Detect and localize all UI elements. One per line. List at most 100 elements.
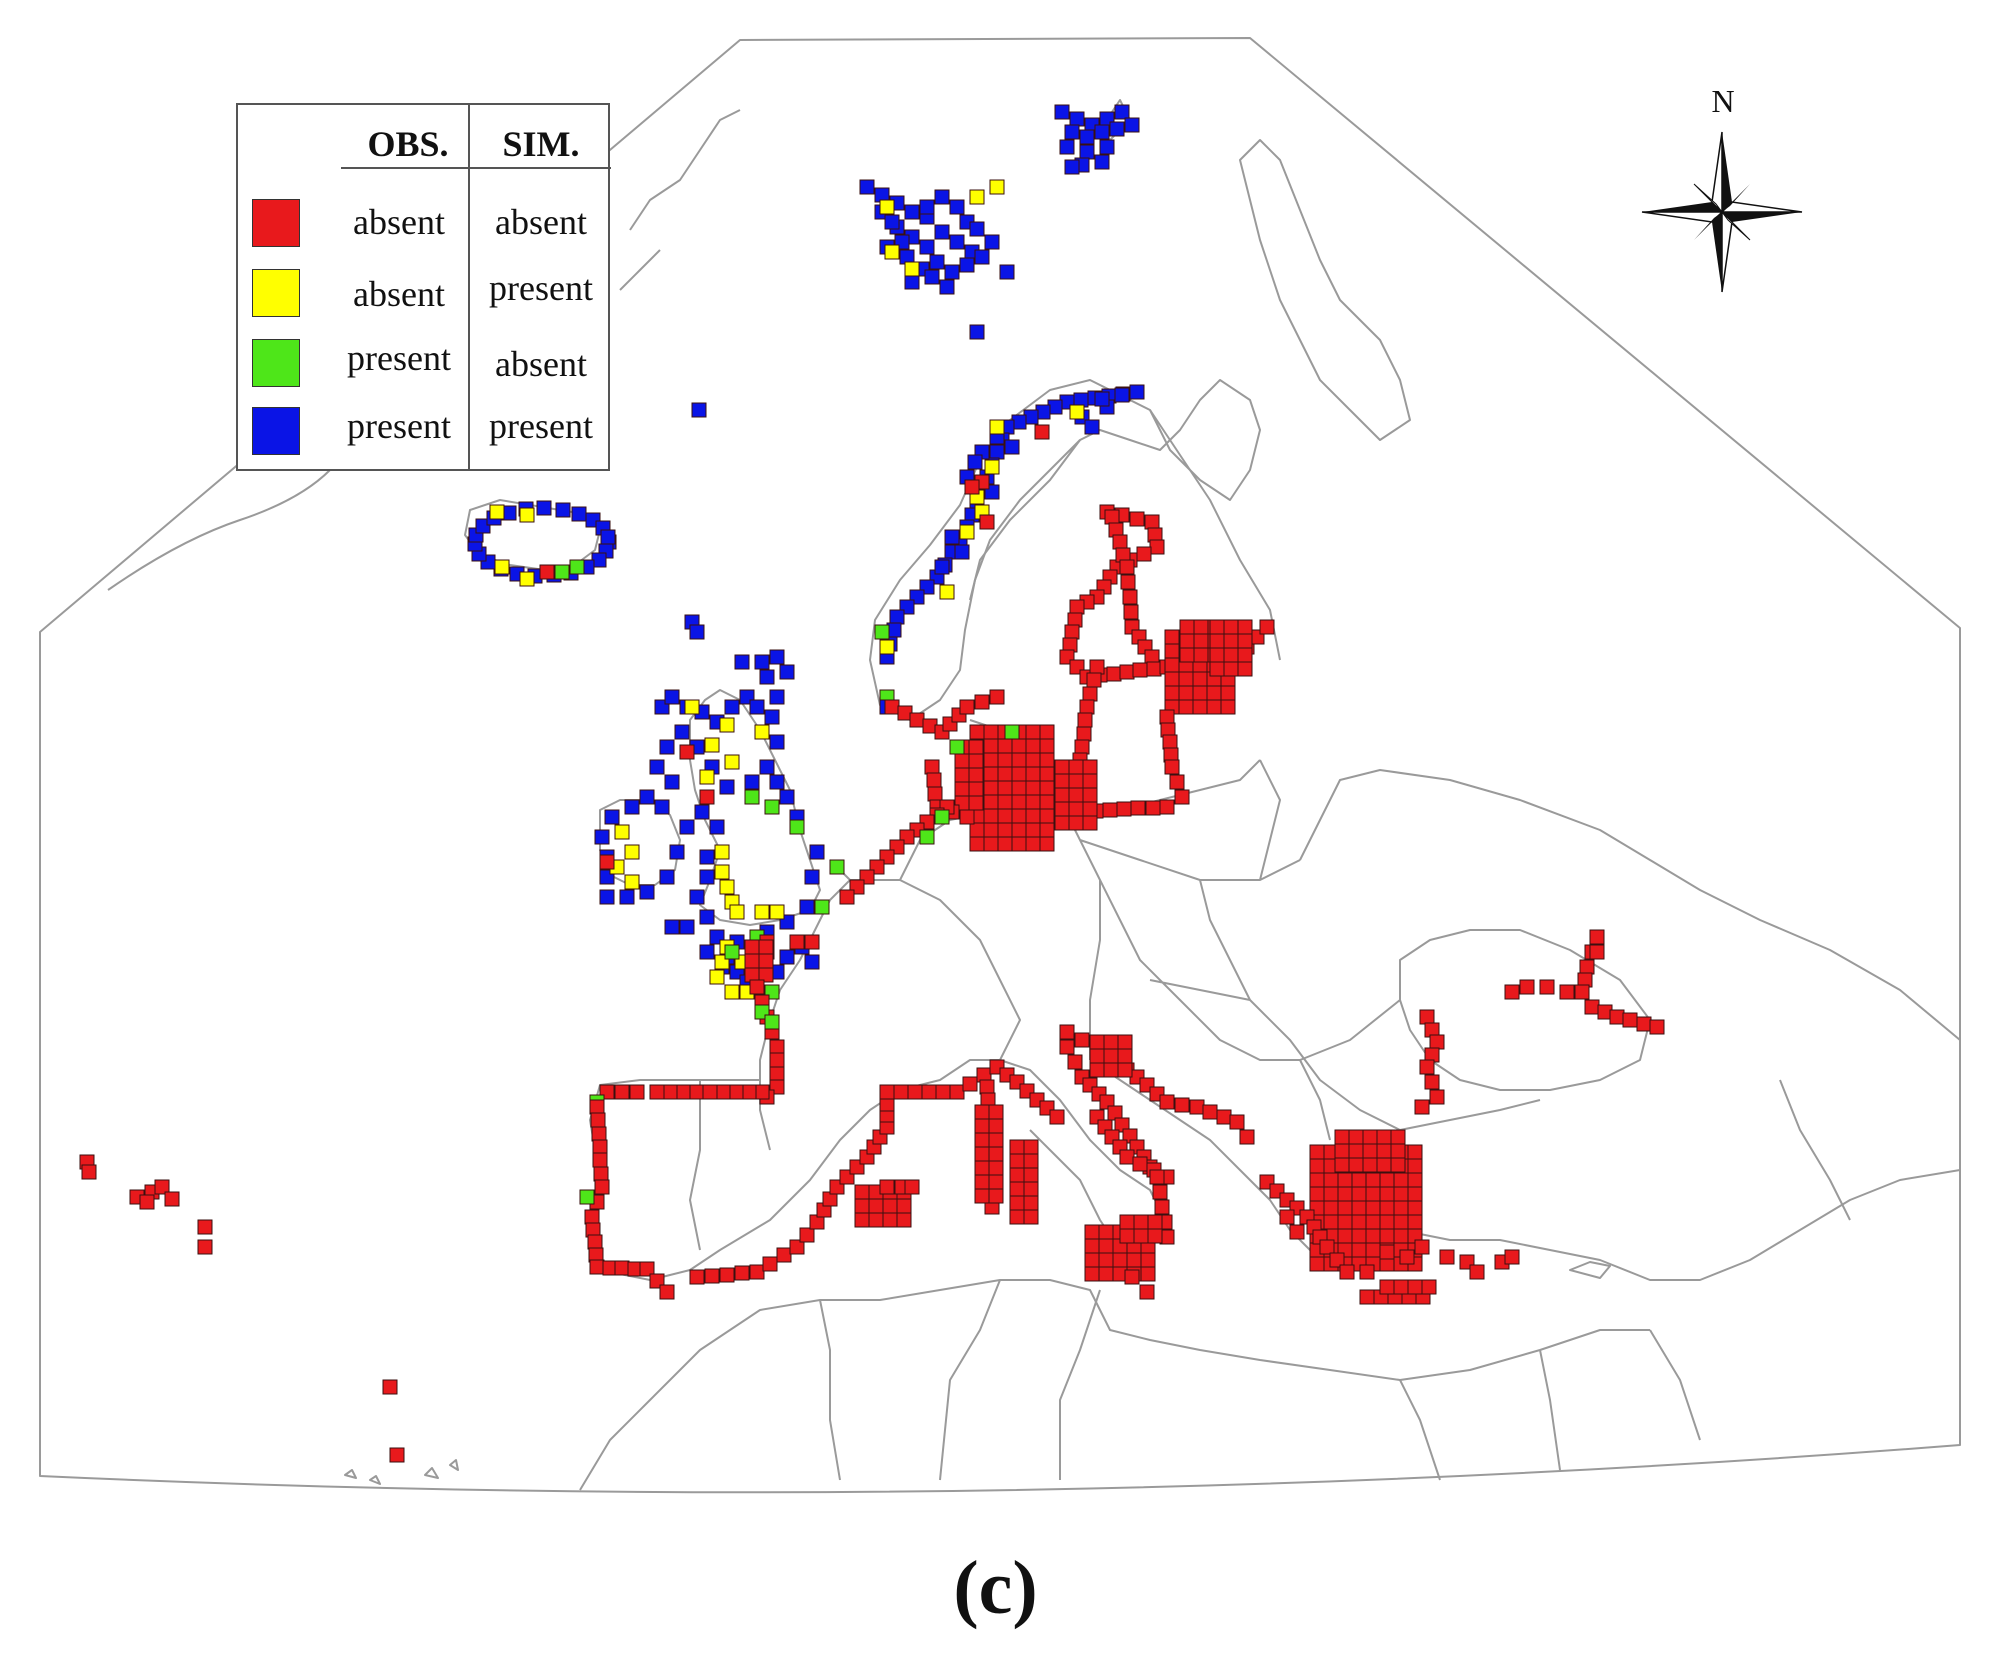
cell-absent-absent [1334,1143,1350,1159]
cell-absent-absent [997,738,1013,754]
greenland-coast [107,109,741,591]
cell-absent-absent [1519,979,1535,995]
cell-absent-absent [1084,1224,1100,1240]
cell-absent-absent [592,1152,608,1168]
cell-absent-absent [839,889,855,905]
cell-present-absent [919,829,935,845]
cell-absent-absent [1393,1214,1409,1230]
cell-absent-absent [769,1039,785,1055]
cell-absent-absent [1025,808,1041,824]
cell-absent-absent [1102,802,1118,818]
cell-absent-absent [893,1084,909,1100]
cell-absent-absent [1076,726,1092,742]
cell-absent-absent [1289,1224,1305,1240]
cell-absent-absent [1609,1009,1625,1025]
black-sea-coast [1399,929,1651,1091]
cell-absent-absent [1112,534,1128,550]
cell-present-present [679,919,695,935]
cell-absent-present [494,559,510,575]
cell-absent-absent [1123,604,1139,620]
cell-absent-absent [1059,1039,1075,1055]
cell-absent-absent [1584,999,1600,1015]
cell-absent-absent [983,794,999,810]
cell-absent-present [904,261,920,277]
cell-absent-absent [1407,1186,1423,1202]
cell-absent-present [989,419,1005,435]
cell-absent-absent [1202,1104,1218,1120]
cell-absent-absent [1140,1266,1156,1282]
cell-present-present [779,664,795,680]
cell-absent-absent [1209,633,1225,649]
cell-absent-absent [983,822,999,838]
cell-absent-absent [1379,1228,1395,1244]
cell-absent-absent [1098,1252,1114,1268]
cell-absent-absent [1098,1238,1114,1254]
cell-present-absent [569,559,585,575]
cell-absent-absent [1393,1200,1409,1216]
cell-present-present [624,799,640,815]
cell-present-present [904,274,920,290]
cell-absent-absent [1119,1149,1135,1165]
cell-present-present [939,279,955,295]
cell-present-present [719,779,735,795]
cell-absent-absent [1116,801,1132,817]
cell-absent-absent [1192,699,1208,715]
cell-absent-absent [1082,815,1098,831]
cell-present-present [989,444,1005,460]
cell-absent-present [704,737,720,753]
cell-absent-absent [1362,1129,1378,1145]
cell-absent-absent [1106,666,1122,682]
cell-absent-absent [594,1179,610,1195]
cell-absent-absent [749,979,765,995]
cell-absent-absent [968,767,984,783]
cell-absent-absent [1039,780,1055,796]
cell-absent-absent [1178,671,1194,687]
cell-absent-absent [1365,1242,1381,1258]
cell-absent-absent [1206,685,1222,701]
cell-absent-absent [1424,1074,1440,1090]
cell-absent-absent [599,854,615,870]
atlantic-coast [589,859,1000,1281]
cell-absent-absent [1147,1228,1163,1244]
cell-absent-absent [1223,647,1239,663]
cell-absent-absent [592,1139,608,1155]
cell-present-present [779,949,795,965]
cell-absent-absent [699,789,715,805]
cell-absent-absent [689,1269,705,1285]
cell-absent-absent [1074,739,1090,755]
cell-absent-absent [1059,1024,1075,1040]
cell-absent-absent [584,1209,600,1225]
cell-absent-absent [1348,1143,1364,1159]
cell-absent-absent [744,939,760,955]
cell-absent-absent [988,1104,1004,1120]
cell-absent-absent [1098,1224,1114,1240]
cell-present-present [664,689,680,705]
cell-absent-absent [1323,1214,1339,1230]
cell-present-present [809,844,825,860]
cell-absent-absent [389,1447,405,1463]
cell-absent-absent [1049,1109,1065,1125]
cell-absent-absent [1179,619,1195,635]
cell-absent-absent [983,808,999,824]
cell-present-present [669,844,685,860]
compass-rose-icon [1641,131,1803,293]
cell-present-present [664,774,680,790]
cell-absent-absent [1025,822,1041,838]
legend: OBS. SIM. absent absent absent present p… [236,103,611,471]
cell-absent-absent [1084,1238,1100,1254]
cell-absent-absent [754,1084,770,1100]
cell-absent-absent [988,1118,1004,1134]
cell-absent-absent [1209,661,1225,677]
cell-present-present [934,559,950,575]
cell-absent-absent [968,739,984,755]
cell-absent-absent [1407,1172,1423,1188]
cell-present-absent [579,1189,595,1205]
cell-absent-absent [954,753,970,769]
cell-absent-absent [1025,794,1041,810]
cell-present-present [967,454,983,470]
cell-absent-absent [1086,672,1102,688]
cell-absent-absent [1133,1228,1149,1244]
cell-absent-absent [1393,1186,1409,1202]
cell-absent-present [709,969,725,985]
